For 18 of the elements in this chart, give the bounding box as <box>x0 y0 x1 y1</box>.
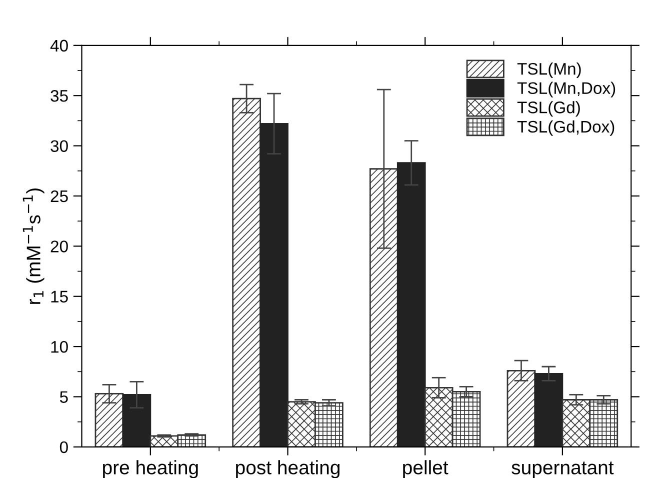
x-tick-label: pellet <box>403 460 448 478</box>
y-tick-label: 15 <box>51 290 68 303</box>
legend-label: TSL(Mn) <box>517 62 581 78</box>
y-tick-label: 5 <box>60 391 68 403</box>
y-tick-label: 35 <box>50 90 68 102</box>
x-tick-label: supernatant <box>512 462 614 478</box>
y-tick-label: 20 <box>50 240 68 252</box>
legend-label: TSL(Mn,Dox) <box>517 82 616 98</box>
y-tick-label: 10 <box>51 340 68 353</box>
y-tick-label: 25 <box>50 190 68 202</box>
y-axis-title: r$_{1}$ (mM$^{−1}$s$^{−1}$) <box>22 188 44 304</box>
x-tick-label: pre heating <box>103 460 198 478</box>
y-tick-label: 30 <box>50 140 68 152</box>
x-tick-label: post heating <box>236 460 340 478</box>
legend-label: TSL(Gd,Dox) <box>517 120 614 136</box>
y-tick-label: 40 <box>50 40 68 52</box>
y-tick-label: 0 <box>60 441 68 454</box>
legend-label: TSL(Gd) <box>517 101 580 117</box>
